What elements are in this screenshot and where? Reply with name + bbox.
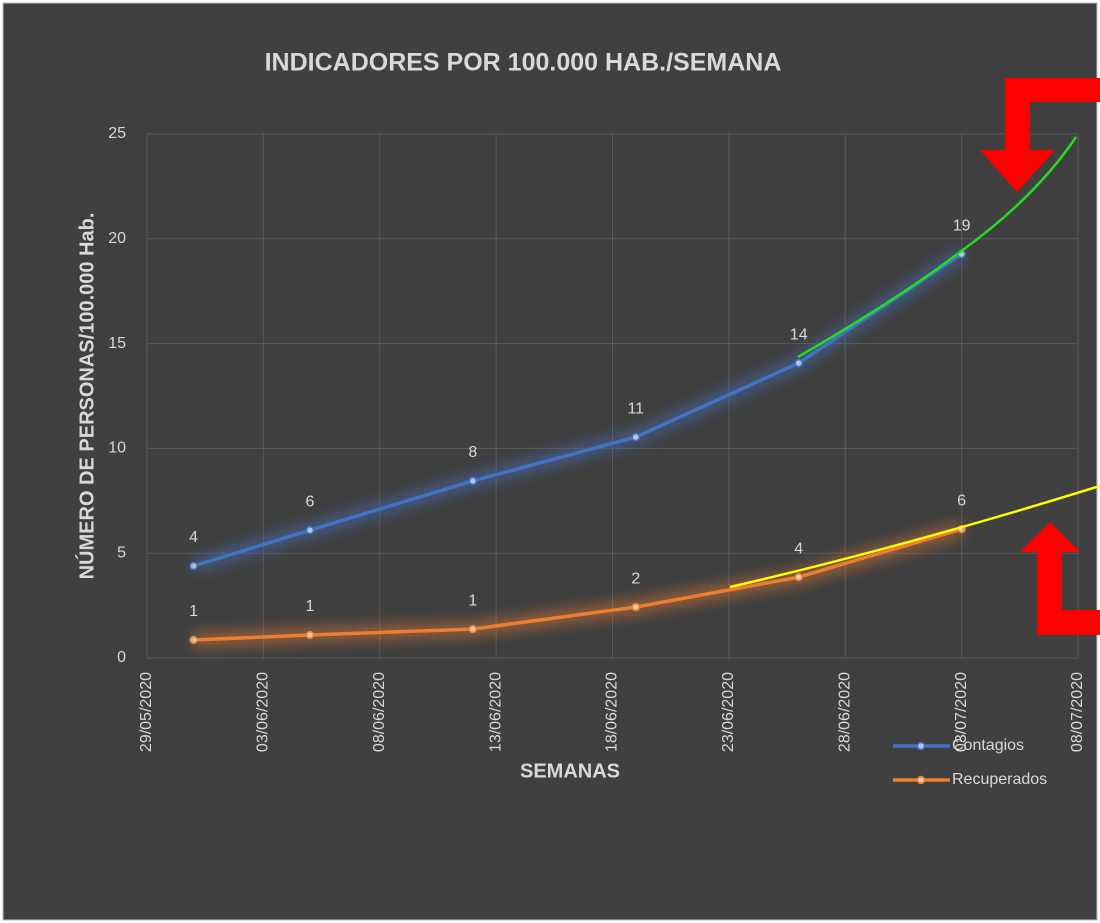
- marker: [794, 572, 803, 582]
- x-tick-label: 08/06/2020: [371, 672, 388, 752]
- arrow: [1020, 522, 1100, 635]
- data-label: 6: [957, 492, 966, 509]
- marker: [794, 358, 803, 368]
- line: [193, 252, 963, 568]
- chart-title: INDICADORES POR 100.000 HAB./SEMANA: [265, 49, 782, 77]
- marks: [189, 249, 966, 646]
- x-tick-label: 29/05/2020: [138, 672, 155, 752]
- legend-label: Recuperados: [952, 771, 1047, 788]
- grid: [146, 133, 1079, 659]
- marker: [631, 432, 641, 442]
- data-label: 2: [631, 570, 640, 587]
- data-label: 14: [790, 326, 808, 343]
- x-axis-title: SEMANAS: [520, 760, 620, 782]
- marker: [189, 635, 198, 645]
- legend-marker: [916, 775, 926, 785]
- data-label: 4: [189, 529, 198, 546]
- marker: [305, 525, 315, 535]
- data-label: 1: [305, 598, 314, 615]
- y-tick-label: 20: [108, 230, 126, 247]
- y-tick-label: 0: [117, 649, 126, 666]
- x-tick-label: 18/06/2020: [604, 672, 621, 752]
- x-tick-label: 03/07/2020: [953, 672, 970, 752]
- legend-marker: [916, 741, 926, 751]
- arrow: [980, 78, 1100, 192]
- data-label: 6: [305, 493, 314, 510]
- data-label: 4: [794, 540, 803, 557]
- trend-line: [797, 136, 1078, 359]
- x-tick-label: 13/06/2020: [487, 672, 504, 752]
- y-tick-label: 25: [108, 125, 126, 142]
- x-tick-label: 03/06/2020: [255, 672, 272, 752]
- data-label: 19: [953, 217, 971, 234]
- y-tick-label: 15: [108, 335, 126, 352]
- marker: [305, 630, 315, 640]
- x-tick-label: 08/07/2020: [1069, 672, 1086, 752]
- y-tick-label: 10: [108, 440, 126, 457]
- x-tick-label: 28/06/2020: [836, 672, 853, 752]
- trend-line: [729, 484, 1100, 589]
- marker: [631, 602, 641, 612]
- y-axis-title: NÚMERO DE PERSONAS/100.000 Hab.: [74, 213, 98, 580]
- legend-label: Contagios: [952, 737, 1024, 754]
- data-label: 1: [468, 592, 477, 609]
- data-label: 11: [627, 400, 644, 417]
- line: [193, 527, 963, 642]
- marker: [189, 561, 198, 571]
- marker: [468, 624, 478, 634]
- y-tick-label: 5: [117, 544, 126, 561]
- x-tick-label: 23/06/2020: [720, 672, 737, 752]
- data-label: 1: [189, 603, 198, 620]
- marker: [468, 476, 478, 486]
- data-label: 8: [468, 444, 477, 461]
